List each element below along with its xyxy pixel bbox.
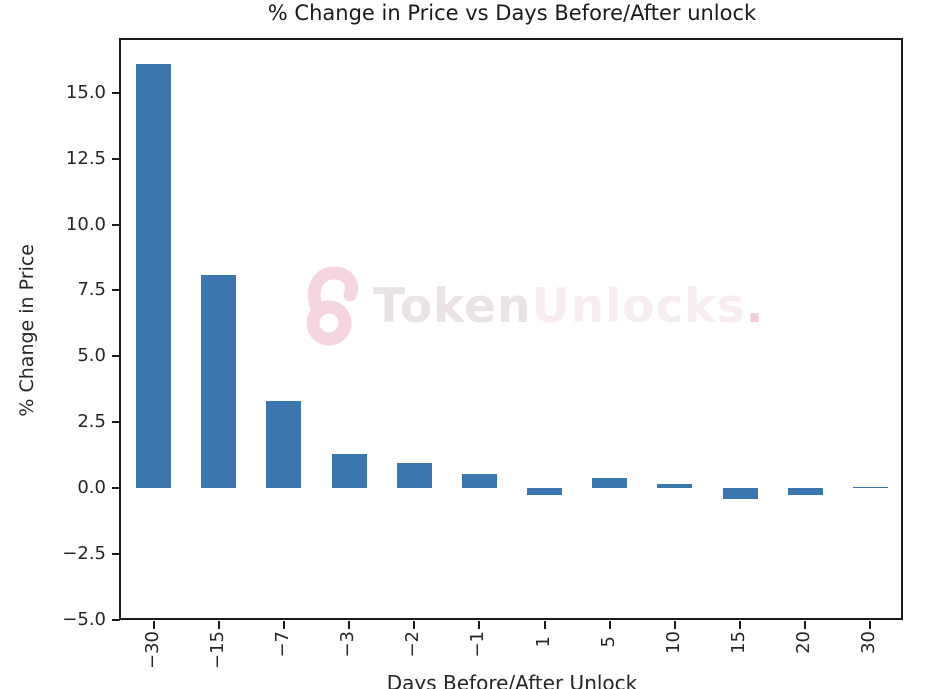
- watermark: Token Unlocks.: [301, 262, 764, 350]
- plot-area: Token Unlocks.: [119, 38, 903, 620]
- y-tick-label: 12.5: [65, 147, 106, 169]
- x-tick: [608, 621, 611, 629]
- x-tick-label: 10: [662, 631, 684, 654]
- bar--2: [396, 463, 432, 489]
- bar-20: [787, 488, 823, 495]
- x-tick-label: 20: [793, 631, 815, 654]
- bar-15: [722, 488, 758, 499]
- y-tick: [112, 619, 120, 621]
- x-tick-label: −15: [206, 631, 228, 669]
- y-tick: [112, 91, 120, 94]
- bar-10: [657, 484, 693, 489]
- watermark-brand-period: .: [745, 278, 765, 334]
- bar--7: [266, 401, 302, 489]
- y-tick: [112, 487, 120, 490]
- x-tick-label: −1: [467, 631, 489, 658]
- bar--1: [461, 473, 497, 489]
- x-tick-label: 1: [532, 635, 554, 647]
- x-tick: [673, 621, 676, 629]
- y-tick-label: 7.5: [77, 279, 106, 301]
- x-tick: [282, 621, 285, 629]
- x-tick-label: −7: [271, 631, 293, 658]
- x-tick: [348, 621, 351, 629]
- y-tick-label: 0.0: [77, 477, 106, 499]
- y-tick-label: −5.0: [62, 609, 106, 630]
- x-tick-label: −2: [402, 631, 424, 658]
- open-padlock-icon: [306, 266, 359, 346]
- bar-1: [527, 488, 563, 495]
- watermark-brand-primary: Token: [373, 278, 532, 334]
- y-tick-label: −2.5: [62, 543, 106, 565]
- y-tick: [112, 421, 120, 424]
- y-tick: [112, 157, 120, 160]
- x-tick: [478, 621, 481, 629]
- x-tick-label: 5: [597, 635, 619, 647]
- y-tick: [112, 553, 120, 556]
- y-axis-label: % Change in Price: [10, 40, 44, 620]
- y-tick: [112, 289, 120, 292]
- x-tick: [804, 621, 807, 629]
- bar--15: [201, 274, 237, 489]
- x-tick: [413, 621, 416, 629]
- x-tick-label: −3: [337, 631, 359, 658]
- x-tick: [217, 621, 220, 629]
- chart-title: % Change in Price vs Days Before/After u…: [267, 1, 757, 25]
- x-tick: [152, 621, 155, 629]
- x-tick: [869, 621, 872, 629]
- x-tick-label: 15: [728, 631, 750, 654]
- y-tick-label: 5.0: [77, 345, 106, 367]
- y-tick-label: 10.0: [65, 213, 106, 235]
- x-tick: [739, 621, 742, 629]
- watermark-brand-secondary: Unlocks: [531, 278, 746, 334]
- y-tick: [112, 355, 120, 358]
- y-tick-label: 15.0: [65, 81, 106, 103]
- x-tick-label: 30: [858, 631, 880, 654]
- y-tick-label: 2.5: [77, 411, 106, 433]
- x-tick: [543, 621, 546, 629]
- y-axis-label-text: % Change in Price: [16, 243, 38, 417]
- x-tick-label: −30: [141, 631, 163, 669]
- bar--3: [331, 453, 367, 489]
- x-axis-label: Days Before/After Unlock: [386, 671, 638, 689]
- bar--30: [136, 63, 172, 489]
- bar-5: [592, 477, 628, 489]
- bar-30: [852, 486, 888, 489]
- y-tick: [112, 223, 120, 226]
